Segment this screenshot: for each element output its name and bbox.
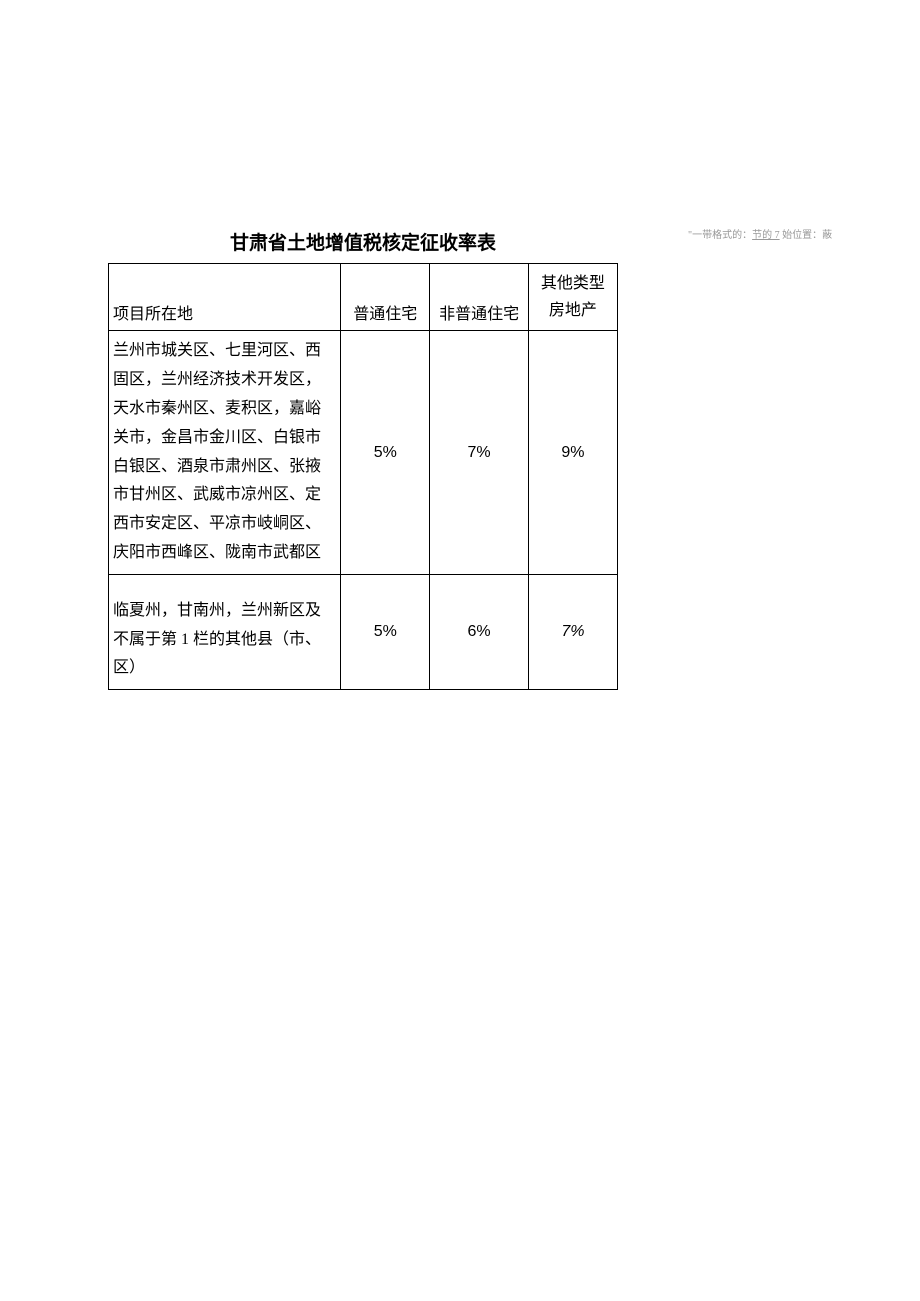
row2-location: 临夏州，甘南州，兰州新区及不属于第 1 栏的其他县（市、区） (109, 574, 341, 689)
margin-annotation: "一带格式的：节的 7 始位置：蔽 (688, 226, 832, 241)
header-location-1: 项目所在地 (109, 264, 240, 331)
header-col-other-line2: 房地产 (549, 302, 597, 319)
header-col-other: 其他类型 房地产 (528, 264, 617, 331)
row1-col-ordinary: 5% (341, 331, 430, 574)
table-header-row: 项目所在地 普通住宅 非普通住宅 其他类型 房地产 (109, 264, 618, 331)
document-title: 甘肃省土地增值税核定征收率表 (108, 228, 618, 255)
table-row: 临夏州，甘南州，兰州新区及不属于第 1 栏的其他县（市、区） 5% 6% 7% (109, 574, 618, 689)
header-col-nonordinary: 非普通住宅 (430, 264, 528, 331)
tax-rate-table: 项目所在地 普通住宅 非普通住宅 其他类型 房地产 兰州市城关区、七里河区、西固… (108, 263, 618, 690)
header-location-2 (239, 264, 341, 331)
annotation-suffix: 始位置：蔽 (780, 230, 833, 241)
row1-col-other: 9% (528, 331, 617, 574)
row1-col-nonordinary: 7% (430, 331, 528, 574)
annotation-prefix: "一带格式的： (688, 230, 752, 241)
header-col-other-line1: 其他类型 (541, 275, 605, 292)
annotation-mid: 节的 7 (752, 230, 780, 241)
header-col-ordinary: 普通住宅 (341, 264, 430, 331)
table-row: 兰州市城关区、七里河区、西固区，兰州经济技术开发区，天水市秦州区、麦积区，嘉峪关… (109, 331, 618, 574)
row2-col-nonordinary: 6% (430, 574, 528, 689)
row2-col-other: 7% (528, 574, 617, 689)
page-container: 甘肃省土地增值税核定征收率表 项目所在地 普通住宅 非普通住宅 其他类型 房地产… (0, 0, 920, 690)
row1-location: 兰州市城关区、七里河区、西固区，兰州经济技术开发区，天水市秦州区、麦积区，嘉峪关… (109, 331, 341, 574)
row2-col-ordinary: 5% (341, 574, 430, 689)
